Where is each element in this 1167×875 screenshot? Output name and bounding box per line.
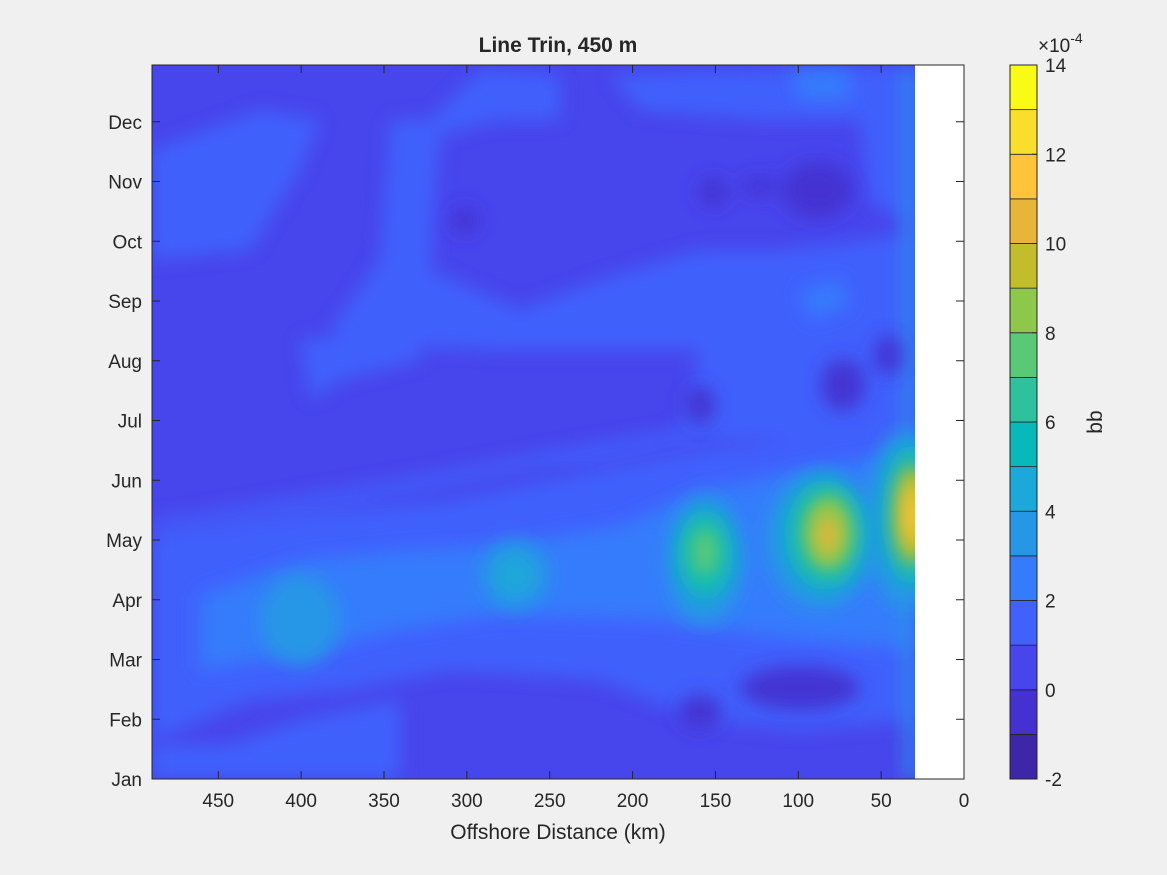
axes-frame: [151, 64, 965, 780]
colorbar: -2 0 2 4 6 8 10 12 14 ×10-4 bb: [1009, 30, 1107, 791]
contour-blob-150km-core: [691, 527, 719, 577]
colorbar-tick-label: 12: [1045, 145, 1066, 166]
x-tick-label: 400: [285, 791, 317, 812]
y-tick-label: Jun: [111, 471, 142, 492]
colorbar-tick-label: 0: [1045, 681, 1056, 702]
y-axis-ticks: Jan Feb Mar Apr May Jun Jul Aug Sep Oct Nov Dec: [106, 113, 964, 791]
x-tick-label: 100: [782, 791, 814, 812]
y-tick-label: Jan: [111, 770, 142, 791]
colorbar-level: [1009, 644, 1038, 691]
colorbar-level: [1009, 243, 1038, 289]
y-tick-label: Dec: [108, 113, 142, 134]
contour-region-january: [152, 700, 400, 779]
contour-region-dec-blob: [790, 70, 850, 100]
y-tick-label: Feb: [109, 710, 142, 731]
contour-low-nov-west: [742, 177, 778, 195]
contour-field: [152, 65, 964, 779]
x-tick-label: 200: [617, 791, 649, 812]
colorbar-tick-label: 4: [1045, 502, 1056, 523]
colorbar-level: [1009, 64, 1038, 111]
colorbar-label: bb: [1084, 410, 1107, 433]
colorbar-tick-label: 14: [1045, 56, 1067, 77]
y-tick-label: Nov: [108, 173, 142, 194]
contour-low-aug-coast: [874, 335, 902, 375]
colorbar-tick-label: 6: [1045, 413, 1056, 434]
contour-region-summer-east: [152, 330, 915, 530]
x-axis-label: Offshore Distance (km): [450, 821, 666, 844]
contour-low-mar: [740, 666, 860, 710]
colorbar-tick-label: 8: [1045, 324, 1056, 345]
x-axis-ticks: 450 400 350 300 250 200 150 100 50 0: [202, 65, 969, 812]
x-tick-label: 300: [451, 791, 483, 812]
contour-region-spring-mid: [200, 450, 915, 670]
contour-low-jul: [685, 385, 715, 425]
x-tick-label: 0: [959, 791, 970, 812]
colorbar-tick-label: 10: [1045, 235, 1066, 256]
y-tick-label: Oct: [112, 232, 142, 253]
colorbar-level: [1009, 287, 1038, 334]
y-tick-label: Apr: [112, 591, 142, 612]
colorbar-tick-label: 2: [1045, 592, 1056, 613]
y-tick-label: Aug: [108, 352, 142, 373]
y-tick-label: Jul: [118, 412, 142, 433]
contour-region-summer-west: [300, 330, 420, 400]
contour-region-top-right: [610, 65, 915, 230]
colorbar-level: [1009, 689, 1038, 735]
plot-area: [151, 64, 965, 780]
colorbar-level: [1009, 466, 1038, 512]
colorbar-level: [1009, 198, 1038, 244]
x-tick-label: 150: [700, 791, 732, 812]
colorbar-exponent: ×10-4: [1038, 30, 1083, 57]
x-tick-label: 350: [368, 791, 400, 812]
contour-low-aug: [821, 359, 865, 411]
y-tick-label: Mar: [109, 651, 142, 672]
x-tick-label: 450: [202, 791, 234, 812]
contour-blob-270km-inner: [495, 555, 535, 595]
colorbar-tick-label: -2: [1045, 770, 1062, 791]
colorbar-level: [1009, 733, 1038, 780]
contour-region-autumn-band: [330, 70, 915, 350]
contour-low-oct: [452, 207, 478, 233]
colorbar-ticks: -2 0 2 4 6 8 10 12 14: [1032, 56, 1067, 791]
colorbar-level: [1009, 109, 1038, 155]
contour-peak-80km: [818, 515, 838, 555]
chart-title: Line Trin, 450 m: [479, 34, 638, 57]
contour-region-oct-blob: [800, 280, 850, 320]
contour-low-nov: [783, 162, 853, 218]
colorbar-level: [1009, 555, 1038, 601]
y-tick-label: Sep: [108, 292, 142, 313]
contour-region-coast-strip: [905, 70, 915, 779]
colorbar-level: [1009, 153, 1038, 200]
y-tick-label: May: [106, 531, 142, 552]
contour-low-nov-small: [699, 178, 727, 206]
colorbar-level: [1009, 510, 1038, 557]
contour-low-feb: [678, 695, 722, 729]
contour-region-winter-offshore: [152, 110, 320, 260]
no-data-region: [915, 65, 964, 779]
colorbar-level: [1009, 376, 1038, 423]
colorbar-level: [1009, 332, 1038, 378]
contour-blob-400km: [260, 575, 340, 665]
colorbar-level: [1009, 600, 1038, 646]
colorbar-level: [1009, 421, 1038, 468]
x-tick-label: 50: [871, 791, 892, 812]
x-tick-label: 250: [534, 791, 566, 812]
